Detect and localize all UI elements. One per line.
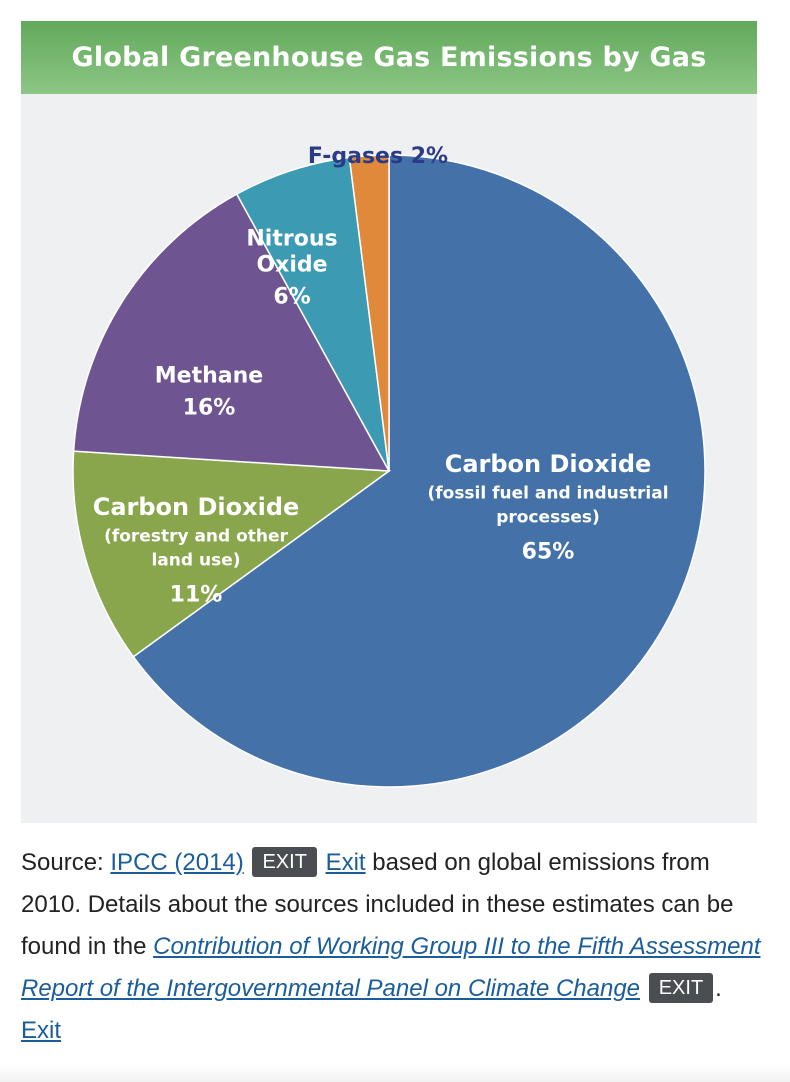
label-methane-value: 16% [183, 396, 236, 421]
exit-badge-2[interactable]: EXIT [648, 973, 714, 1003]
caption-text-1: based on global emissions from 2010. Det… [21, 849, 734, 960]
label-nitrous-oxide-name-0: Nitrous [246, 227, 337, 252]
label-co2-fossil-value: 65% [522, 540, 575, 565]
label-co2-fossil-name-0: Carbon Dioxide [445, 450, 652, 478]
label-f-gases: F-gases 2% [308, 144, 448, 169]
label-co2-forestry-value: 11% [170, 583, 223, 608]
label-co2-forestry-sub-2: land use) [151, 551, 240, 571]
report-link[interactable]: Contribution of Working Group III to the… [21, 933, 761, 1002]
pie-slice-methane [72, 193, 391, 472]
chart-title: Global Greenhouse Gas Emissions by Gas [21, 21, 757, 94]
source-prefix: Source: [21, 849, 111, 876]
label-co2-forestry-sub-1: (forestry and other [104, 527, 288, 547]
pie-slice-f-gases [348, 154, 390, 472]
pie-slice-co2-forestry [72, 450, 392, 658]
label-nitrous-oxide-name-1: Oxide [256, 253, 327, 278]
label-nitrous-oxide-value: 6% [273, 285, 310, 310]
label-co2-fossil-sub-2: processes) [496, 508, 600, 528]
exit-link-2[interactable]: Exit [21, 1017, 62, 1044]
bottom-edge [0, 1064, 790, 1082]
label-co2-fossil-sub-1: (fossil fuel and industrial [427, 484, 668, 504]
label-co2-forestry-name-0: Carbon Dioxide [93, 493, 300, 521]
pie-chart: Carbon Dioxide (fossil fuel and industria… [72, 144, 706, 788]
ipcc-source-link[interactable]: IPCC (2014) [110, 849, 244, 876]
chart-figure: Global Greenhouse Gas Emissions by Gas C… [21, 21, 757, 823]
caption-text-2: . [715, 975, 722, 1002]
exit-link[interactable]: Exit [325, 849, 366, 876]
pie-slice-co2-fossil [132, 154, 706, 788]
label-methane-name-0: Methane [155, 364, 263, 389]
exit-badge[interactable]: EXIT [252, 847, 317, 877]
source-caption: Source: IPCC (2014) EXIT Exit based on g… [21, 842, 766, 1052]
pie-slice-nitrous-oxide [235, 156, 390, 472]
